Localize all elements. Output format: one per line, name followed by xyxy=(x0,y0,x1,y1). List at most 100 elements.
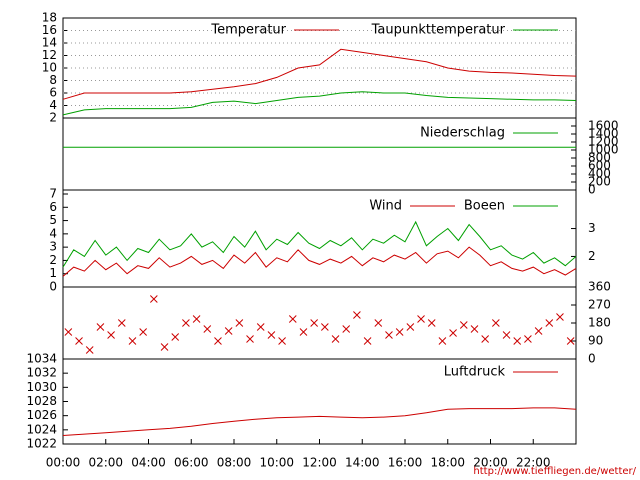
y2-tick-label: 3 xyxy=(588,221,596,235)
x-tick-label: 16:00 xyxy=(388,456,423,470)
direction-point xyxy=(288,315,297,323)
direction-point xyxy=(374,319,383,327)
direction-point xyxy=(556,313,564,321)
legend-label: Temperatur xyxy=(210,23,286,38)
y-tick-label: 1032 xyxy=(26,366,57,380)
y2-tick-label: 270 xyxy=(588,298,611,312)
direction-point xyxy=(75,337,83,345)
y2-tick-label: 90 xyxy=(588,334,603,348)
legend-label: Taupunkttemperatur xyxy=(371,23,506,38)
direction-point xyxy=(160,343,169,351)
y-tick-label: 8 xyxy=(49,73,57,87)
y-tick-label: 18 xyxy=(42,11,57,25)
y-tick-label: 2 xyxy=(49,253,57,267)
direction-point xyxy=(566,337,575,345)
y2-tick-label: 600 xyxy=(588,159,611,173)
direction-point xyxy=(214,337,222,345)
direction-point xyxy=(534,327,543,335)
direction-point xyxy=(491,319,500,327)
y-tick-label: 1022 xyxy=(26,437,57,451)
x-tick-label: 14:00 xyxy=(345,456,380,470)
direction-point xyxy=(246,335,254,343)
direction-point xyxy=(502,331,511,339)
direction-point xyxy=(182,319,190,327)
direction-point xyxy=(385,331,393,339)
x-tick-label: 10:00 xyxy=(259,456,294,470)
direction-point xyxy=(331,335,340,343)
data-line xyxy=(62,48,577,100)
frame xyxy=(62,17,577,445)
y-tick-label: 10 xyxy=(42,61,57,75)
legend-label: Luftdruck xyxy=(444,365,506,380)
legend-label: Wind xyxy=(369,199,402,214)
y-tick-label: 5 xyxy=(49,213,57,227)
x-tick-label: 02:00 xyxy=(88,456,123,470)
y-tick-label: 1024 xyxy=(26,422,57,436)
x-tick-label: 06:00 xyxy=(174,456,209,470)
data-line xyxy=(62,91,577,116)
y2-tick-label: 800 xyxy=(588,151,611,165)
direction-point xyxy=(320,323,329,331)
direction-point xyxy=(117,319,126,327)
x-tick-label: 12:00 xyxy=(302,456,337,470)
y2-tick-label: 1000 xyxy=(588,143,619,157)
x-tick-label: 00:00 xyxy=(46,456,81,470)
y-tick-label: 7 xyxy=(49,187,57,201)
y-tick-label: 12 xyxy=(42,48,57,62)
data-line xyxy=(62,407,577,436)
y2-tick-label: 200 xyxy=(588,175,611,189)
direction-point xyxy=(481,335,490,343)
direction-point xyxy=(64,328,73,336)
y2-tick-label: 400 xyxy=(588,167,611,181)
source-url: http://www.tieffliegen.de/wetter/ xyxy=(473,466,636,477)
direction-point xyxy=(192,315,201,323)
y-tick-label: 6 xyxy=(49,200,57,214)
direction-point xyxy=(139,328,148,336)
x-tick-label: 22:00 xyxy=(516,456,551,470)
direction-point xyxy=(256,323,265,331)
direction-point xyxy=(278,337,286,345)
legend-label: Niederschlag xyxy=(420,126,505,141)
x-tick-label: 04:00 xyxy=(131,456,166,470)
direction-point xyxy=(438,337,447,345)
direction-point xyxy=(85,346,94,354)
direction-point xyxy=(107,331,115,339)
y2-tick-label: 1600 xyxy=(588,119,619,133)
direction-point xyxy=(406,323,415,331)
direction-point xyxy=(235,319,244,327)
direction-point xyxy=(310,319,319,327)
x-tick-label: 08:00 xyxy=(217,456,252,470)
y-tick-label: 1026 xyxy=(26,408,57,422)
y2-tick-label: 180 xyxy=(588,316,611,330)
direction-point xyxy=(267,331,276,339)
y-tick-label: 6 xyxy=(49,86,57,100)
direction-point xyxy=(417,315,425,323)
x-tick-label: 20:00 xyxy=(473,456,508,470)
y2-tick-label: 0 xyxy=(588,352,596,366)
y-tick-label: 1030 xyxy=(26,380,57,394)
direction-point xyxy=(427,319,436,327)
x-tick-label: 18:00 xyxy=(430,456,465,470)
y2-tick-label: 360 xyxy=(588,280,611,294)
y-tick-label: 1028 xyxy=(26,394,57,408)
direction-point xyxy=(395,328,404,336)
direction-point xyxy=(149,295,158,303)
direction-point xyxy=(545,319,554,327)
legend-label: Boeen xyxy=(464,199,505,214)
y-tick-label: 2 xyxy=(49,111,57,125)
y-tick-label: 4 xyxy=(49,98,57,112)
y-tick-label: 3 xyxy=(49,240,57,254)
direction-point xyxy=(470,325,479,333)
direction-point xyxy=(459,321,468,329)
direction-point xyxy=(224,327,233,335)
direction-point xyxy=(342,325,351,333)
direction-point xyxy=(449,329,457,337)
direction-point xyxy=(128,337,137,345)
direction-point xyxy=(513,337,522,345)
y-tick-label: 1 xyxy=(49,266,57,280)
y2-tick-label: 0 xyxy=(588,183,596,197)
direction-point xyxy=(363,337,372,345)
direction-point xyxy=(353,311,361,319)
direction-point xyxy=(171,333,180,341)
